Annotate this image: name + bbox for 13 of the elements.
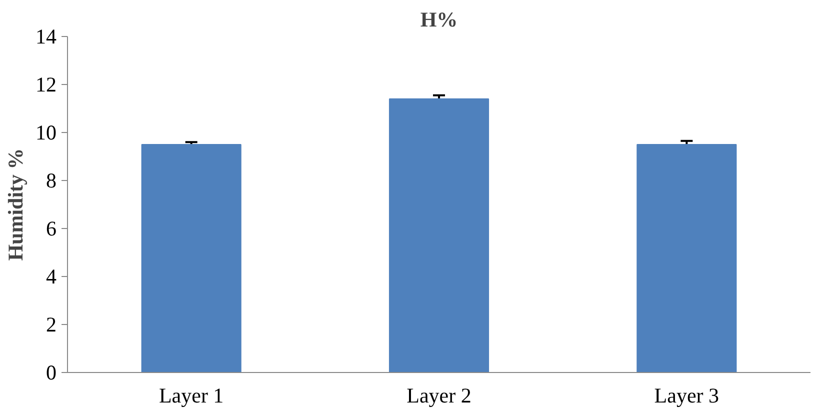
- y-tick-label: 14: [36, 24, 57, 48]
- y-tick-label: 6: [46, 216, 56, 240]
- y-axis-title: Humidity %: [4, 148, 28, 261]
- y-tick-label: 12: [36, 72, 56, 96]
- y-tick-label: 4: [46, 264, 57, 288]
- y-tick-label: 2: [46, 312, 56, 336]
- y-tick-label: 0: [46, 360, 56, 384]
- y-tick-label: 10: [36, 120, 56, 144]
- x-tick-label: Layer 1: [158, 384, 224, 408]
- x-tick-label: Layer 2: [406, 384, 472, 408]
- y-tick-label: 8: [46, 168, 56, 192]
- x-tick-label: Layer 3: [654, 384, 720, 408]
- chart-title: H%: [420, 8, 458, 32]
